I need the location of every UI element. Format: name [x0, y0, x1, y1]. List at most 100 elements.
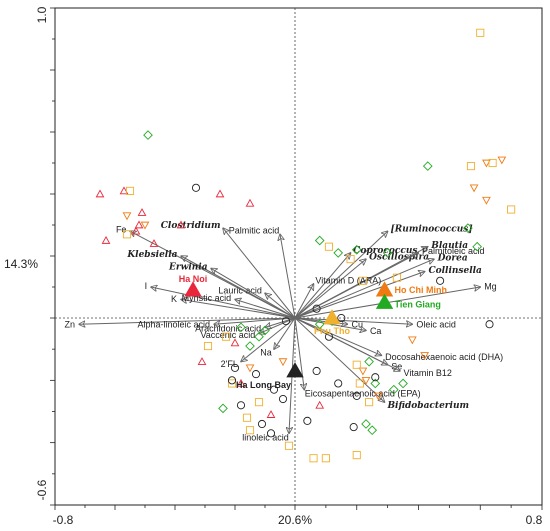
sample-point-square	[488, 158, 497, 168]
sample-point-triangle-down	[407, 336, 417, 345]
sample-point-triangle-up	[266, 410, 276, 418]
sample-point-triangle-up	[245, 198, 255, 207]
vector-label: Oscillospira	[369, 253, 429, 263]
vector-arrow	[223, 228, 296, 319]
sample-point-square	[122, 230, 132, 239]
vector-label: Docosahexaenoic acid (DHA)	[385, 352, 503, 362]
vector-label: Collinsella	[428, 266, 482, 276]
group-centroids: Ha Noi Ho Chi Minh Tien Giang Phu Tho Ha Lon…	[179, 274, 447, 390]
sample-point-circle	[227, 376, 237, 385]
vector-arrow	[294, 317, 412, 324]
x-tick-label-right: 0.8	[526, 513, 543, 527]
vector-arrow	[211, 268, 296, 319]
group-label: Ha Noi	[179, 274, 208, 284]
sample-point-circle	[312, 366, 321, 376]
group-label: Ha Long Bay	[236, 380, 291, 390]
sample-point-square	[466, 162, 476, 171]
vector-arrow	[294, 317, 304, 390]
sample-point-diamond	[472, 241, 482, 252]
sample-point-circle	[278, 394, 288, 404]
sample-point-triangle-up	[315, 400, 325, 409]
sample-point-diamond	[382, 248, 393, 258]
vector-label: Clostridium	[161, 221, 221, 231]
sample-point-circle	[334, 379, 343, 388]
group-label: Ho Chi Minh	[395, 285, 448, 295]
sample-point-square	[227, 379, 237, 388]
sample-point-triangle-up	[131, 226, 141, 235]
sample-point-square	[324, 242, 334, 251]
axis-ticks	[50, 7, 543, 510]
vector-arrow	[265, 317, 296, 327]
x-axis-label: 20.6%	[278, 513, 312, 527]
sample-point-square	[321, 454, 330, 463]
sample-point-diamond	[361, 419, 371, 429]
sample-point-diamond	[314, 319, 325, 330]
sample-point-square	[358, 276, 367, 285]
sample-point-circle	[230, 363, 240, 372]
vector-label: Erwinia	[168, 262, 208, 272]
vector-label: Zn	[64, 319, 75, 329]
vector-arrow	[294, 317, 400, 371]
sample-point-diamond	[143, 130, 153, 140]
vector-arrow	[241, 317, 296, 362]
vector-arrow	[235, 299, 296, 319]
sample-point-circle	[349, 423, 358, 432]
sample-point-diamond	[245, 341, 255, 351]
vector-label: Vaccenic acid	[200, 330, 255, 340]
sample-point-diamond	[364, 356, 374, 367]
sample-point-circle	[269, 385, 279, 394]
vector-label: Ca	[370, 326, 382, 336]
sample-point-triangle-up	[149, 239, 159, 247]
x-tick-label-left: -0.8	[53, 513, 74, 527]
sample-point-triangle-up	[134, 220, 144, 229]
sample-point-circle	[236, 401, 246, 410]
sample-point-triangle-down	[482, 159, 491, 168]
sample-point-triangle-up	[119, 186, 129, 195]
vector-label: Blautia	[430, 241, 468, 251]
vector-arrow	[294, 317, 385, 402]
sample-point-triangle-down	[140, 221, 150, 230]
vector-arrow	[294, 284, 314, 319]
vector-label: Oleic acid	[416, 319, 456, 329]
vector-label: Lauric acid	[218, 286, 262, 296]
vector-label: linoleic acid	[242, 432, 289, 442]
sample-point-triangle-up	[197, 357, 207, 365]
sample-point-diamond	[370, 378, 381, 389]
sample-point-circle	[257, 419, 267, 429]
sample-point-triangle-down	[373, 392, 383, 401]
sample-point-square	[507, 205, 516, 214]
vector-label: Mg	[484, 281, 497, 291]
vector-label: Vitamin D (ARA)	[315, 275, 381, 285]
sample-point-circle	[324, 332, 334, 341]
sample-point-diamond	[463, 223, 473, 233]
vector-label: Cu	[351, 320, 363, 330]
sample-point-diamond	[398, 378, 408, 389]
sample-point-square	[352, 451, 361, 460]
sample-point-triangle-up	[176, 220, 186, 229]
vector-arrow	[265, 293, 296, 319]
vector-label: [Ruminococcus]	[391, 224, 473, 234]
sample-point-triangle-down	[122, 212, 132, 221]
sample-point-triangle-up	[230, 338, 240, 347]
sample-point-square	[476, 28, 485, 37]
vector-arrow	[181, 256, 296, 319]
vector-arrow	[274, 317, 296, 349]
sample-point-square	[203, 342, 213, 351]
sample-point-circle	[352, 391, 361, 400]
sample-point-triangle-down	[420, 352, 430, 360]
sample-point-circle	[303, 416, 312, 425]
group-centroid-marker	[375, 293, 394, 309]
sample-point-triangle-down	[245, 364, 255, 373]
sample-point-diamond	[388, 384, 399, 395]
sample-point-square	[392, 273, 401, 282]
vector-arrow	[280, 234, 296, 319]
vector-label: Palmitic acid	[229, 225, 280, 235]
vector-label: I	[145, 281, 148, 291]
sample-point-triangle-up	[101, 235, 111, 244]
vector-arrow	[151, 287, 296, 319]
vector-label: K	[171, 294, 177, 304]
y-axis-label: 14.3%	[4, 257, 38, 271]
vector-arrow	[294, 317, 381, 355]
sample-point-triangle-down	[469, 184, 479, 193]
